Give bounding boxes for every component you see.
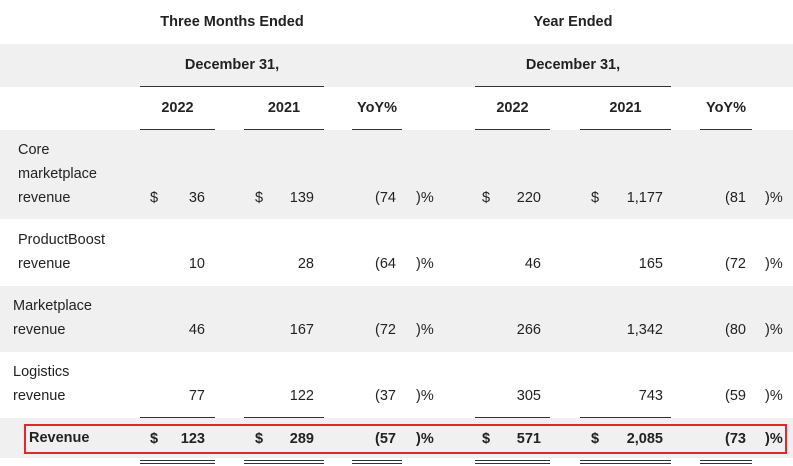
cell-y2021: 1,177 — [626, 190, 663, 206]
dollar-sign: $ — [591, 431, 600, 447]
total-row-highlight-box — [24, 424, 787, 454]
row-band-core — [0, 130, 793, 219]
dollar-sign: $ — [482, 190, 491, 206]
total-double-rule — [244, 460, 324, 464]
col-underline — [352, 129, 402, 130]
col-y2022: 2022 — [496, 100, 529, 116]
cell-y2021: 2,085 — [626, 431, 663, 447]
total-rule — [244, 417, 324, 418]
year-ended-heading: Year Ended — [533, 14, 613, 30]
cell-qyoy-suffix: )% — [416, 431, 434, 447]
cell-yyoy: (59 — [725, 388, 746, 404]
total-row-label: Revenue — [29, 430, 90, 446]
row-label-line: revenue — [13, 388, 66, 404]
row-label-line: revenue — [13, 322, 66, 338]
dollar-sign: $ — [591, 190, 600, 206]
three-months-date: December 31, — [184, 57, 280, 73]
cell-y2022: 305 — [516, 388, 541, 404]
three-months-heading: Three Months Ended — [160, 14, 304, 30]
col-qyoy: YoY% — [356, 100, 398, 116]
cell-qyoy: (72 — [375, 322, 396, 338]
cell-q2022: 10 — [188, 256, 205, 272]
cell-q2022: 36 — [188, 190, 205, 206]
row-label-line: Core — [18, 142, 50, 158]
header-band-3 — [0, 87, 793, 130]
cell-y2021: 1,342 — [626, 322, 663, 338]
row-label-line: revenue — [18, 256, 71, 272]
col-underline — [475, 129, 550, 130]
cell-yyoy: (72 — [725, 256, 746, 272]
cell-q2021: 28 — [297, 256, 314, 272]
total-rule — [475, 417, 550, 418]
year-ended-underline — [475, 86, 671, 87]
cell-qyoy-suffix: )% — [416, 256, 434, 272]
row-label-line: Marketplace — [13, 298, 92, 314]
cell-yyoy-suffix: )% — [765, 256, 783, 272]
cell-y2021: 743 — [638, 388, 663, 404]
row-label-line: Logistics — [13, 364, 70, 380]
cell-q2021: 122 — [289, 388, 314, 404]
cell-y2021: 165 — [638, 256, 663, 272]
row-band-productboost — [0, 219, 793, 286]
row-band-logistics — [0, 352, 793, 418]
col-underline — [700, 129, 752, 130]
cell-qyoy: (64 — [375, 256, 396, 272]
cell-y2022: 220 — [516, 190, 541, 206]
total-double-rule — [352, 460, 402, 464]
cell-yyoy-suffix: )% — [765, 322, 783, 338]
cell-qyoy: (74 — [375, 190, 396, 206]
cell-yyoy: (80 — [725, 322, 746, 338]
total-double-rule — [140, 460, 215, 464]
cell-y2022: 266 — [516, 322, 541, 338]
total-double-rule — [475, 460, 550, 464]
cell-yyoy-suffix: )% — [765, 431, 783, 447]
total-rule — [580, 417, 671, 418]
cell-y2022: 571 — [516, 431, 541, 447]
cell-q2021: 167 — [289, 322, 314, 338]
total-double-rule — [700, 460, 752, 464]
header-band-2 — [0, 44, 793, 87]
dollar-sign: $ — [150, 431, 159, 447]
cell-y2022: 46 — [524, 256, 541, 272]
dollar-sign: $ — [255, 190, 264, 206]
year-ended-date: December 31, — [525, 57, 621, 73]
cell-qyoy-suffix: )% — [416, 322, 434, 338]
cell-qyoy-suffix: )% — [416, 190, 434, 206]
cell-q2022: 77 — [188, 388, 205, 404]
cell-yyoy-suffix: )% — [765, 190, 783, 206]
total-rule — [140, 417, 215, 418]
col-underline — [244, 129, 324, 130]
row-label-line: ProductBoost — [18, 232, 106, 248]
col-yyoy: YoY% — [705, 100, 747, 116]
row-label-line: revenue — [18, 190, 71, 206]
cell-qyoy: (37 — [375, 388, 396, 404]
cell-yyoy-suffix: )% — [765, 388, 783, 404]
cell-q2022: 123 — [180, 431, 205, 447]
three-months-underline — [140, 86, 324, 87]
cell-yyoy: (81 — [725, 190, 746, 206]
col-q2021: 2021 — [267, 100, 301, 116]
cell-qyoy-suffix: )% — [416, 388, 434, 404]
col-underline — [580, 129, 671, 130]
cell-q2022: 46 — [188, 322, 205, 338]
total-double-rule — [580, 460, 671, 464]
col-q2022: 2022 — [161, 100, 194, 116]
col-underline — [140, 129, 215, 130]
dollar-sign: $ — [150, 190, 159, 206]
row-band-marketplace — [0, 286, 793, 352]
col-y2021: 2021 — [609, 100, 642, 116]
dollar-sign: $ — [482, 431, 491, 447]
header-band-1 — [0, 0, 793, 44]
cell-qyoy: (57 — [375, 431, 396, 447]
cell-yyoy: (73 — [725, 431, 746, 447]
cell-q2021: 289 — [289, 431, 314, 447]
row-label-line: marketplace — [18, 166, 97, 182]
dollar-sign: $ — [255, 431, 264, 447]
cell-q2021: 139 — [289, 190, 314, 206]
